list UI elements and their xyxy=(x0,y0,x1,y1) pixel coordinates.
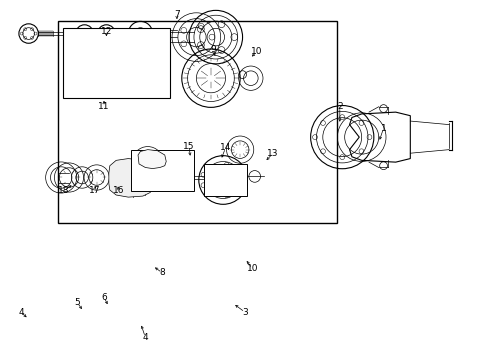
Text: 4: 4 xyxy=(19,308,24,317)
Bar xyxy=(204,164,247,196)
Text: 15: 15 xyxy=(183,141,195,150)
Text: 18: 18 xyxy=(58,186,70,195)
Text: 1: 1 xyxy=(381,124,387,133)
Text: 4: 4 xyxy=(143,333,148,342)
Text: 2: 2 xyxy=(337,102,343,111)
Text: 10: 10 xyxy=(246,264,258,273)
Polygon shape xyxy=(109,158,152,197)
Text: 6: 6 xyxy=(101,293,107,302)
Text: 16: 16 xyxy=(113,186,124,195)
Bar xyxy=(131,150,194,191)
Text: 17: 17 xyxy=(89,186,100,195)
Polygon shape xyxy=(138,150,166,168)
Text: 11: 11 xyxy=(98,102,110,111)
Text: 7: 7 xyxy=(174,10,180,19)
Text: 12: 12 xyxy=(101,27,112,36)
Bar xyxy=(58,21,338,223)
Bar xyxy=(63,28,170,98)
Text: 9: 9 xyxy=(211,45,216,54)
Circle shape xyxy=(98,74,105,82)
Text: 14: 14 xyxy=(220,143,231,152)
Text: 13: 13 xyxy=(268,149,279,158)
Text: 5: 5 xyxy=(74,298,80,307)
Text: 3: 3 xyxy=(242,308,248,317)
Text: 10: 10 xyxy=(251,47,263,56)
Text: 8: 8 xyxy=(159,268,165,277)
